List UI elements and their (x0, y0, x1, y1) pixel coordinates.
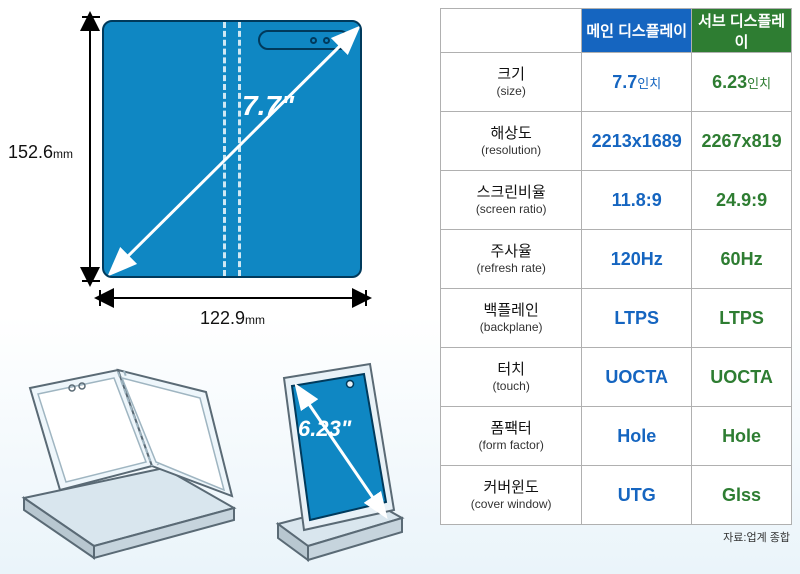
row-label: 터치(touch) (441, 348, 582, 407)
table-row: 커버윈도(cover window)UTGGlss (441, 466, 792, 525)
val-main: Hole (582, 407, 692, 466)
row-label: 백플레인(backplane) (441, 289, 582, 348)
blank-header (441, 9, 582, 53)
val-main: 120Hz (582, 230, 692, 289)
val-sub: Glss (692, 466, 792, 525)
val-main: 2213x1689 (582, 112, 692, 171)
val-main: UTG (582, 466, 692, 525)
val-sub: LTPS (692, 289, 792, 348)
table-row: 스크린비율(screen ratio)11.8:924.9:9 (441, 171, 792, 230)
table-row: 해상도(resolution)2213x16892267x819 (441, 112, 792, 171)
header-main: 메인 디스플레이 (582, 9, 692, 53)
table-header-row: 메인 디스플레이 서브 디스플레이 (441, 9, 792, 53)
iso-open-device (14, 368, 244, 568)
row-label: 크기(size) (441, 53, 582, 112)
table-row: 주사율(refresh rate)120Hz60Hz (441, 230, 792, 289)
table-row: 백플레인(backplane)LTPSLTPS (441, 289, 792, 348)
val-main: 7.7인치 (582, 53, 692, 112)
val-main: 11.8:9 (582, 171, 692, 230)
sub-diag-label: 6.23" (298, 416, 351, 442)
table-row: 폼팩터(form factor)HoleHole (441, 407, 792, 466)
val-sub: 6.23인치 (692, 53, 792, 112)
spec-table: 메인 디스플레이 서브 디스플레이 크기(size)7.7인치6.23인치해상도… (440, 8, 792, 525)
row-label: 폼팩터(form factor) (441, 407, 582, 466)
val-sub: 24.9:9 (692, 171, 792, 230)
val-sub: Hole (692, 407, 792, 466)
row-label: 스크린비율(screen ratio) (441, 171, 582, 230)
val-sub: 2267x819 (692, 112, 792, 171)
val-sub: 60Hz (692, 230, 792, 289)
header-sub: 서브 디스플레이 (692, 9, 792, 53)
row-label: 해상도(resolution) (441, 112, 582, 171)
row-label: 주사율(refresh rate) (441, 230, 582, 289)
diagram-panel: 152.6mm 122.9mm (0, 0, 440, 574)
iso-closed-device: 6.23" (252, 360, 412, 566)
main-diag-label: 7.7" (242, 90, 294, 122)
val-main: LTPS (582, 289, 692, 348)
row-label: 커버윈도(cover window) (441, 466, 582, 525)
unfolded-device: 7.7" (102, 20, 362, 278)
width-label: 122.9mm (200, 308, 265, 329)
val-main: UOCTA (582, 348, 692, 407)
height-label: 152.6mm (8, 142, 73, 163)
table-row: 터치(touch)UOCTAUOCTA (441, 348, 792, 407)
table-row: 크기(size)7.7인치6.23인치 (441, 53, 792, 112)
spec-table-wrap: 메인 디스플레이 서브 디스플레이 크기(size)7.7인치6.23인치해상도… (440, 8, 792, 525)
source-credit: 자료:업계 종합 (723, 529, 790, 545)
val-sub: UOCTA (692, 348, 792, 407)
main-diagonal-arrow (104, 22, 362, 278)
